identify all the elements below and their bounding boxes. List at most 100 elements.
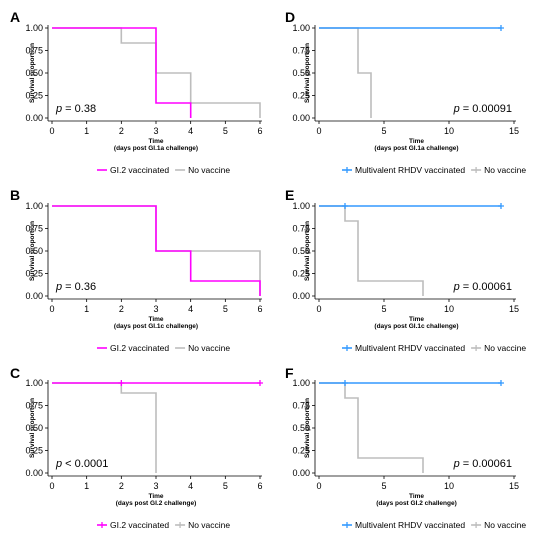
x-tick-label: 10 xyxy=(444,481,454,491)
legend-item: Multivalent RHDV vaccinated xyxy=(342,343,465,353)
y-tick-label: 1.00 xyxy=(292,201,310,211)
x-tick-label: 15 xyxy=(509,126,519,136)
x-tick-label: 1 xyxy=(84,304,89,314)
legend-label: No vaccine xyxy=(484,343,526,353)
legend: Multivalent RHDV vaccinated No vaccine xyxy=(342,520,526,530)
legend-item: No vaccine xyxy=(471,520,526,530)
panel-c: C 0.00 0.25 0.50 0.75 1.00 0 1 2 3 4 5 6 Time(days po… xyxy=(10,365,263,530)
y-tick-label: 0.25 xyxy=(25,446,43,456)
y-tick-label: 0.00 xyxy=(25,113,43,123)
legend-item: Multivalent RHDV vaccinated xyxy=(342,520,465,530)
y-tick-label: 0.50 xyxy=(25,68,43,78)
series-line-no-vaccine xyxy=(319,27,372,118)
legend-item: No vaccine xyxy=(175,343,230,353)
y-tick-label: 0.00 xyxy=(292,291,310,301)
x-tick-label: 5 xyxy=(223,304,228,314)
legend-label: GI.2 vaccinated xyxy=(110,520,169,530)
y-tick-label: 0.25 xyxy=(292,269,310,279)
x-axis-title: Time xyxy=(148,316,163,323)
x-axis-title: Time xyxy=(409,138,424,145)
p-value-label: p = 0.00061 xyxy=(453,458,512,470)
censor-mark xyxy=(257,380,263,386)
legend-item: GI.2 vaccinated xyxy=(97,520,169,530)
x-axis-subtitle: (days post GI.2 challenge) xyxy=(116,500,197,507)
panel-letter: A xyxy=(10,9,20,25)
y-tick-label: 1.00 xyxy=(25,201,43,211)
legend: GI.2 vaccinated No vaccine xyxy=(97,165,230,175)
y-tick-label: 0.00 xyxy=(292,113,310,123)
panel-d: D 0.00 0.25 0.50 0.75 1.00 0 5 10 15 Time(days pos… xyxy=(285,9,526,175)
panel-a: A 0.00 0.25 0.50 0.75 1.00 0 1 2 3 4 5 6 Time(days po… xyxy=(10,9,263,175)
y-tick-label: 1.00 xyxy=(292,378,310,388)
p-value-label: p < 0.0001 xyxy=(55,458,108,470)
x-tick-label: 5 xyxy=(381,304,386,314)
y-axis-title: Survival proportion xyxy=(29,221,36,281)
x-axis-subtitle: (days post GI.1c challenge) xyxy=(114,323,198,330)
censor-mark xyxy=(498,380,504,386)
x-tick-label: 5 xyxy=(381,481,386,491)
legend-label: GI.2 vaccinated xyxy=(110,165,169,175)
censor-mark xyxy=(342,380,348,386)
x-tick-label: 0 xyxy=(49,304,54,314)
panel-f: F 0.00 0.25 0.50 0.75 1.00 0 5 10 15 Time(days pos… xyxy=(285,365,526,530)
y-tick-label: 1.00 xyxy=(25,23,43,33)
x-tick-label: 0 xyxy=(49,126,54,136)
y-tick-label: 0.00 xyxy=(25,468,43,478)
x-tick-label: 2 xyxy=(119,126,124,136)
x-tick-label: 5 xyxy=(223,481,228,491)
y-tick-label: 0.25 xyxy=(292,446,310,456)
legend-label: Multivalent RHDV vaccinated xyxy=(355,343,465,353)
p-value-label: p = 0.38 xyxy=(55,103,96,115)
legend-label: Multivalent RHDV vaccinated xyxy=(355,520,465,530)
x-tick-label: 0 xyxy=(316,304,321,314)
x-tick-label: 6 xyxy=(257,126,262,136)
censor-mark xyxy=(498,203,504,209)
series-line-vaccinated xyxy=(52,27,192,118)
legend: Multivalent RHDV vaccinated No vaccine xyxy=(342,343,526,353)
y-tick-label: 0.25 xyxy=(25,269,43,279)
legend-label: No vaccine xyxy=(188,165,230,175)
p-value-label: p = 0.00061 xyxy=(453,281,512,293)
y-tick-label: 0.25 xyxy=(25,91,43,101)
x-tick-label: 2 xyxy=(119,481,124,491)
y-tick-label: 0.00 xyxy=(25,291,43,301)
y-tick-label: 0.50 xyxy=(292,423,310,433)
x-tick-label: 3 xyxy=(153,304,158,314)
x-tick-label: 1 xyxy=(84,481,89,491)
x-axis-subtitle: (days post GI.2 challenge) xyxy=(376,500,457,507)
series-line-vaccinated xyxy=(52,205,261,296)
y-axis-title: Survival proportion xyxy=(29,398,36,458)
panel-letter: C xyxy=(10,365,20,381)
y-tick-label: 0.75 xyxy=(25,401,43,411)
legend-item: GI.2 vaccinated xyxy=(97,343,169,353)
y-tick-label: 0.75 xyxy=(292,401,310,411)
x-tick-label: 4 xyxy=(188,481,193,491)
censor-mark xyxy=(498,25,504,31)
series-line-no-vaccine xyxy=(319,382,424,473)
x-tick-label: 15 xyxy=(509,481,519,491)
y-axis-title: Survival proportion xyxy=(29,43,36,103)
panel-e: E 0.00 0.25 0.50 0.75 1.00 0 5 10 15 Time(days pos… xyxy=(285,187,526,353)
y-tick-label: 0.75 xyxy=(292,224,310,234)
p-value-label: p = 0.36 xyxy=(55,281,96,293)
x-axis-title: Time xyxy=(148,138,163,145)
y-tick-label: 0.50 xyxy=(292,68,310,78)
x-tick-label: 1 xyxy=(84,126,89,136)
legend-item: GI.2 vaccinated xyxy=(97,165,169,175)
censor-mark xyxy=(118,380,125,386)
x-tick-label: 5 xyxy=(381,126,386,136)
x-axis-subtitle: (days post GI.1c challenge) xyxy=(374,323,458,330)
panel-b: B 0.00 0.25 0.50 0.75 1.00 0 1 2 3 4 5 6 Time(days po… xyxy=(10,187,263,353)
x-tick-label: 10 xyxy=(444,126,454,136)
legend-label: No vaccine xyxy=(484,520,526,530)
y-tick-label: 0.25 xyxy=(292,91,310,101)
x-tick-label: 3 xyxy=(153,481,158,491)
x-tick-label: 0 xyxy=(49,481,54,491)
censor-mark xyxy=(342,203,348,209)
y-axis-title: Survival proportion xyxy=(304,43,311,103)
y-tick-label: 1.00 xyxy=(25,378,43,388)
panel-letter: F xyxy=(285,365,294,381)
legend-label: No vaccine xyxy=(188,520,230,530)
x-tick-label: 6 xyxy=(257,481,262,491)
